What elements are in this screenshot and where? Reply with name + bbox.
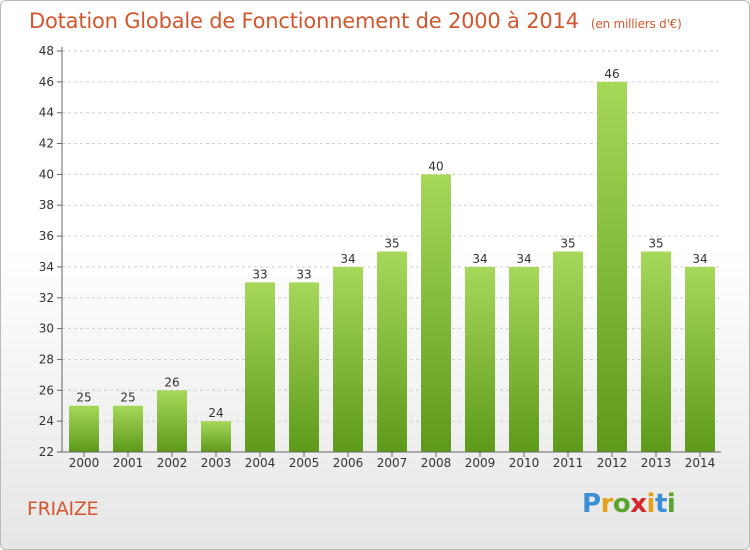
data-label: 34 bbox=[692, 252, 707, 266]
bar-2008[interactable] bbox=[421, 174, 451, 452]
y-tick-label: 26 bbox=[39, 383, 54, 397]
x-tick-label: 2004 bbox=[245, 456, 276, 470]
axes bbox=[57, 47, 721, 457]
proxiti-logo[interactable]: Proxiti bbox=[582, 489, 676, 519]
logo-letter: i bbox=[646, 489, 656, 519]
bar-2009[interactable] bbox=[465, 266, 495, 452]
data-label: 33 bbox=[252, 267, 267, 281]
x-tick-label: 2005 bbox=[289, 456, 320, 470]
data-label: 34 bbox=[516, 252, 531, 266]
x-tick-label: 2011 bbox=[553, 456, 584, 470]
commune-name: FRIAIZE bbox=[27, 498, 99, 520]
data-label: 40 bbox=[428, 159, 443, 173]
bar-2000[interactable] bbox=[69, 405, 99, 452]
x-tick-label: 2012 bbox=[597, 456, 628, 470]
bar-2004[interactable] bbox=[245, 282, 275, 452]
bar-2010[interactable] bbox=[509, 266, 539, 452]
chart-title: Dotation Globale de Fonctionnement de 20… bbox=[29, 9, 682, 33]
data-label: 25 bbox=[120, 391, 135, 405]
bar-2006[interactable] bbox=[333, 266, 363, 452]
chart-subtitle: (en milliers d'€) bbox=[590, 17, 682, 31]
bar-2012[interactable] bbox=[597, 81, 627, 452]
data-label: 34 bbox=[472, 252, 487, 266]
x-tick-label: 2002 bbox=[157, 456, 188, 470]
logo-letter: o bbox=[612, 489, 631, 519]
bar-2014[interactable] bbox=[685, 266, 715, 452]
chart-title-text: Dotation Globale de Fonctionnement de 20… bbox=[29, 9, 579, 33]
logo-letter: P bbox=[582, 489, 601, 519]
x-tick-label: 2000 bbox=[69, 456, 100, 470]
data-label: 25 bbox=[76, 391, 91, 405]
x-tick-label: 2009 bbox=[465, 456, 496, 470]
bar-2013[interactable] bbox=[641, 251, 671, 453]
x-tick-label: 2013 bbox=[641, 456, 672, 470]
bars bbox=[69, 81, 715, 453]
bar-2002[interactable] bbox=[157, 390, 187, 452]
data-label: 35 bbox=[384, 237, 399, 251]
y-tick-label: 38 bbox=[39, 198, 54, 212]
bar-2003[interactable] bbox=[201, 421, 231, 452]
data-label: 26 bbox=[164, 375, 179, 389]
data-label: 33 bbox=[296, 267, 311, 281]
x-tick-label: 2008 bbox=[421, 456, 452, 470]
logo-letter: i bbox=[666, 489, 676, 519]
x-tick-label: 2007 bbox=[377, 456, 408, 470]
y-tick-label: 40 bbox=[39, 167, 54, 181]
y-tick-label: 32 bbox=[39, 291, 54, 305]
x-tick-label: 2006 bbox=[333, 456, 364, 470]
y-tick-label: 44 bbox=[39, 106, 54, 120]
y-tick-label: 34 bbox=[39, 260, 54, 274]
data-label: 24 bbox=[208, 406, 223, 420]
data-label: 35 bbox=[648, 237, 663, 251]
logo-letter: x bbox=[630, 489, 647, 519]
y-tick-label: 28 bbox=[39, 352, 54, 366]
y-tick-label: 36 bbox=[39, 229, 54, 243]
bar-2007[interactable] bbox=[377, 251, 407, 453]
logo-letter: r bbox=[600, 489, 614, 519]
bar-2001[interactable] bbox=[113, 405, 143, 452]
y-tick-label: 48 bbox=[39, 44, 54, 58]
x-tick-label: 2003 bbox=[201, 456, 232, 470]
data-label: 46 bbox=[604, 67, 619, 81]
x-tick-label: 2014 bbox=[685, 456, 716, 470]
labels: 22 24 26 28 30 32 34 36 38 40 42 44 46 48 25 2000 25 2001… bbox=[39, 44, 716, 470]
y-tick-label: 42 bbox=[39, 137, 54, 151]
y-tick-label: 46 bbox=[39, 75, 54, 89]
data-label: 34 bbox=[340, 252, 355, 266]
bar-2005[interactable] bbox=[289, 282, 319, 452]
x-tick-label: 2001 bbox=[113, 456, 144, 470]
y-tick-label: 24 bbox=[39, 414, 54, 428]
logo-letter: t bbox=[654, 489, 667, 519]
bar-2011[interactable] bbox=[553, 251, 583, 453]
y-tick-label: 30 bbox=[39, 322, 54, 336]
y-tick-label: 22 bbox=[39, 445, 54, 459]
x-tick-label: 2010 bbox=[509, 456, 540, 470]
data-label: 35 bbox=[560, 237, 575, 251]
